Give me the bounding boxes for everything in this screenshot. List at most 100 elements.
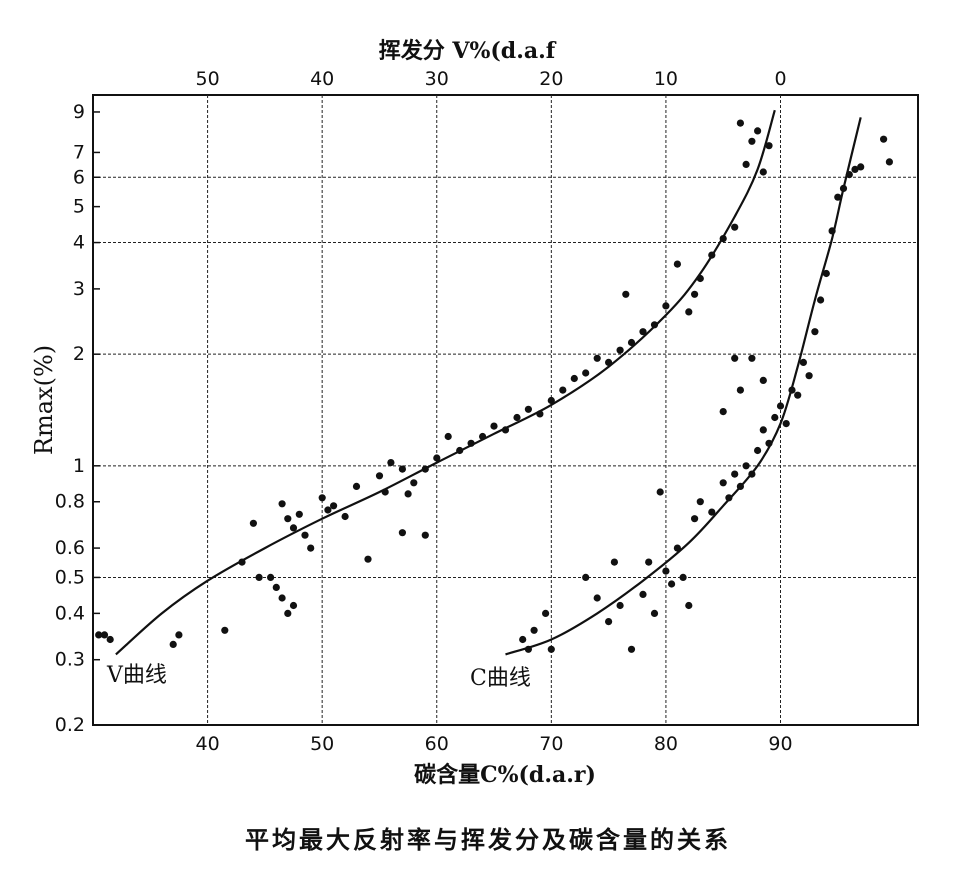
v-curve-line xyxy=(115,109,776,656)
y-tick-label: 0.6 xyxy=(55,537,85,559)
x-top-tick-label: 50 xyxy=(195,68,219,90)
y-tick-label: 0.4 xyxy=(55,602,85,624)
v-data-point xyxy=(249,519,257,527)
c-data-point xyxy=(582,573,590,582)
v-data-point xyxy=(444,432,452,441)
c-data-point xyxy=(679,573,687,582)
y-tick-label: 0.8 xyxy=(55,491,85,513)
c-data-point xyxy=(759,376,767,384)
y-tick-label: 6 xyxy=(73,166,85,188)
c-data-point xyxy=(742,462,750,470)
v-data-point xyxy=(748,137,756,145)
c-data-point xyxy=(662,567,670,575)
c-data-point xyxy=(673,544,682,552)
x-top-tick-label: 0 xyxy=(774,68,786,90)
v-data-point xyxy=(639,328,647,336)
c-data-point xyxy=(530,626,538,634)
c-data-point xyxy=(519,635,527,644)
v-data-point xyxy=(255,573,263,582)
v-data-point xyxy=(301,531,309,539)
v-data-point xyxy=(238,558,246,566)
c-data-point xyxy=(627,645,636,653)
v-data-point xyxy=(289,601,298,610)
c-data-point xyxy=(782,420,790,428)
c-data-point xyxy=(794,391,802,399)
v-data-point xyxy=(616,346,624,354)
y-tick-label: 5 xyxy=(73,196,85,218)
v-data-point xyxy=(456,446,464,455)
v-data-point xyxy=(387,459,395,467)
v-data-point xyxy=(352,482,361,490)
c-data-point xyxy=(656,488,664,496)
c-data-point xyxy=(691,515,699,523)
v-data-point xyxy=(375,472,384,480)
y-tick-label: 2 xyxy=(73,343,85,365)
data-points xyxy=(95,119,894,653)
v-data-point xyxy=(490,422,498,430)
v-data-point xyxy=(547,396,555,405)
axis-ticks: 40 50 60 70 80 90 50 40 30 20 10 0 0.2 0.3 0.4 0.5 0.6 0.… xyxy=(55,68,793,755)
plot-frame xyxy=(92,94,919,726)
v-data-point xyxy=(691,290,699,298)
c-data-point xyxy=(542,609,550,618)
y-tick-label: 4 xyxy=(73,232,85,254)
x-top-tick-label: 30 xyxy=(425,68,449,90)
v-data-point xyxy=(524,405,533,413)
v-data-point xyxy=(754,127,762,135)
v-data-point xyxy=(673,260,682,268)
v-data-point xyxy=(650,321,659,329)
c-data-point xyxy=(708,508,716,516)
c-data-point xyxy=(547,645,555,653)
y-tick-label: 0.5 xyxy=(55,566,85,588)
v-data-point xyxy=(433,454,441,462)
c-data-point xyxy=(788,386,796,394)
c-data-point xyxy=(605,618,613,626)
c-data-point xyxy=(593,594,601,602)
v-data-point xyxy=(570,374,578,383)
v-data-point xyxy=(662,302,670,310)
v-data-point xyxy=(582,369,590,377)
c-data-point xyxy=(776,402,785,410)
y-tick-label: 9 xyxy=(73,101,85,123)
v-data-point xyxy=(284,515,292,523)
v-data-point xyxy=(696,274,704,283)
v-data-point xyxy=(289,524,298,532)
c-curve-line xyxy=(505,117,862,656)
v-data-point xyxy=(381,488,389,496)
figure-caption: 平均最大反射率与挥发分及碳含量的关系 xyxy=(245,825,731,854)
c-data-point xyxy=(817,296,825,304)
x-top-tick-label: 20 xyxy=(539,68,563,90)
c-data-point xyxy=(610,558,619,566)
c-data-point xyxy=(696,498,704,506)
c-data-point xyxy=(885,158,894,166)
v-data-point xyxy=(708,251,716,259)
c-data-point xyxy=(719,479,727,487)
grid-lines xyxy=(93,95,918,725)
v-data-point xyxy=(278,594,286,602)
c-data-point xyxy=(685,601,693,610)
v-data-point xyxy=(467,439,475,447)
v-data-point xyxy=(284,609,292,618)
y-tick-label: 1 xyxy=(73,455,85,477)
v-data-point xyxy=(169,640,177,649)
v-data-point xyxy=(295,510,303,518)
c-data-point xyxy=(799,358,808,366)
v-data-point xyxy=(175,631,183,639)
c-data-point xyxy=(851,165,859,173)
fitted-curves xyxy=(115,109,862,656)
c-data-point xyxy=(805,372,813,380)
v-data-point xyxy=(398,465,406,473)
y-tick-label: 7 xyxy=(73,141,85,163)
v-data-point xyxy=(221,626,229,634)
v-data-point xyxy=(593,354,601,362)
c-data-point xyxy=(839,184,848,192)
v-data-point xyxy=(398,529,406,537)
v-data-point xyxy=(100,631,109,639)
v-data-point xyxy=(501,426,510,434)
c-data-point xyxy=(731,470,739,478)
c-data-point xyxy=(880,135,888,143)
v-data-point xyxy=(95,631,103,639)
c-data-point xyxy=(771,413,779,422)
v-data-point xyxy=(106,635,114,644)
